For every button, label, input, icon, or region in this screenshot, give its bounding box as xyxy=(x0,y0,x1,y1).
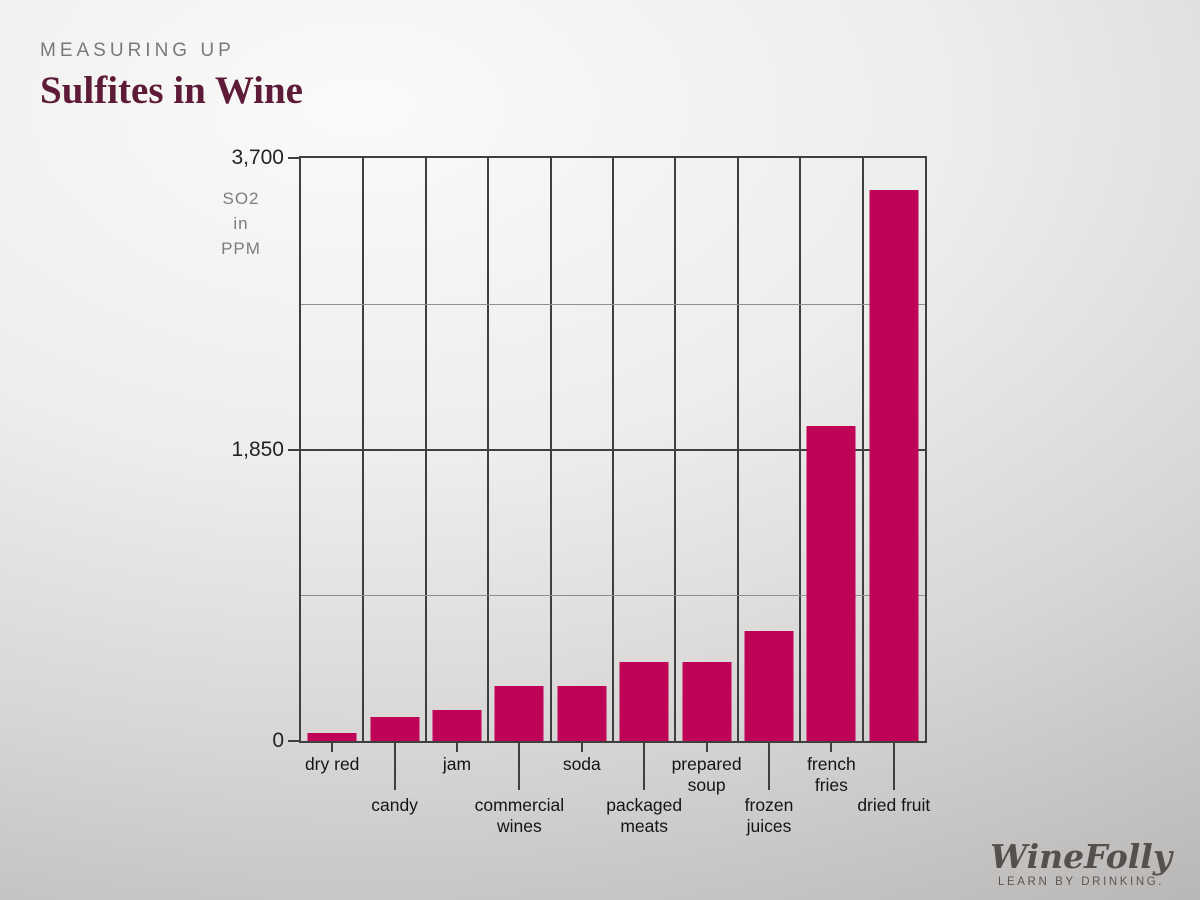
bar-packaged-meats xyxy=(619,662,669,741)
y-axis-unit: SO2 in PPM xyxy=(211,186,271,261)
x-tick-mark xyxy=(580,741,583,752)
horizontal-gridline xyxy=(301,595,925,597)
y-axis-unit-line: PPM xyxy=(221,239,261,258)
y-axis-unit-line: SO2 xyxy=(222,189,260,208)
x-label-line: soup xyxy=(687,775,726,795)
bar-jam xyxy=(432,709,482,741)
y-tick-mark xyxy=(288,157,301,159)
x-label-candy: candy xyxy=(320,795,470,816)
y-axis-unit-line: in xyxy=(233,214,249,233)
logo-wordmark: WineFolly xyxy=(990,837,1172,876)
logo-tagline: LEARN BY DRINKING. xyxy=(998,876,1165,888)
x-label-line: dried fruit xyxy=(857,795,931,815)
x-tick-mark xyxy=(768,741,770,790)
x-label-line: prepared xyxy=(671,754,742,774)
kicker-text: MEASURING UP xyxy=(40,40,235,61)
x-label-line: juices xyxy=(746,816,792,836)
x-label-dried-fruit: dried fruit xyxy=(819,795,969,816)
y-tick-mark xyxy=(288,740,301,742)
y-tick-label: 3,700 xyxy=(231,146,284,169)
x-label-line: commercial xyxy=(474,795,565,815)
x-label-soda: soda xyxy=(507,754,657,775)
horizontal-gridline xyxy=(301,303,925,305)
winefolly-logo: WineFolly LEARN BY DRINKING. xyxy=(990,840,1172,888)
x-label-line: wines xyxy=(497,816,542,836)
x-label-line: fries xyxy=(814,775,848,795)
y-tick-mark xyxy=(288,448,301,451)
page-title: Sulfites in Wine xyxy=(40,69,303,112)
bar-candy xyxy=(370,717,420,741)
x-label-jam: jam xyxy=(382,754,532,775)
y-tick-label: 1,850 xyxy=(231,437,284,461)
x-label-packaged-meats: packaged meats xyxy=(569,795,719,837)
x-label-line: meats xyxy=(620,816,669,836)
bar-frozen-juices xyxy=(744,630,794,741)
x-tick-mark xyxy=(830,741,833,752)
x-label-commercial-wines: commercial wines xyxy=(444,795,594,837)
x-label-french-fries: french fries xyxy=(756,754,906,796)
bar-dried-fruit xyxy=(869,189,919,741)
plot-area: SO2 in PPM 3,700 1,850 0 dry red candy jam comme… xyxy=(221,146,930,836)
horizontal-gridline xyxy=(301,448,925,451)
x-tick-mark xyxy=(331,741,334,752)
x-label-line: jam xyxy=(442,754,472,774)
x-tick-mark xyxy=(643,741,646,790)
bar-commercial-wines xyxy=(494,685,544,741)
x-label-line: packaged xyxy=(606,795,683,815)
bar-prepared-soup xyxy=(682,662,732,741)
x-tick-mark xyxy=(892,741,895,790)
x-label-frozen-juices: frozen juices xyxy=(694,795,844,837)
x-label-line: french xyxy=(807,754,856,774)
x-tick-mark xyxy=(393,741,396,790)
header: MEASURING UP Sulfites in Wine xyxy=(40,40,303,113)
y-tick-label: 0 xyxy=(272,729,284,752)
x-label-line: soda xyxy=(562,754,601,774)
bar-dry-red xyxy=(307,733,357,741)
bar-french-fries xyxy=(806,425,856,741)
x-label-dry-red: dry red xyxy=(257,754,407,775)
bar-soda xyxy=(557,685,607,741)
x-label-prepared-soup: prepared soup xyxy=(632,754,782,796)
x-label-line: candy xyxy=(371,795,418,815)
x-label-line: dry red xyxy=(304,754,360,774)
x-tick-mark xyxy=(456,741,458,752)
x-tick-mark xyxy=(705,741,708,752)
x-tick-mark xyxy=(518,741,521,790)
x-label-line: frozen xyxy=(744,795,794,815)
